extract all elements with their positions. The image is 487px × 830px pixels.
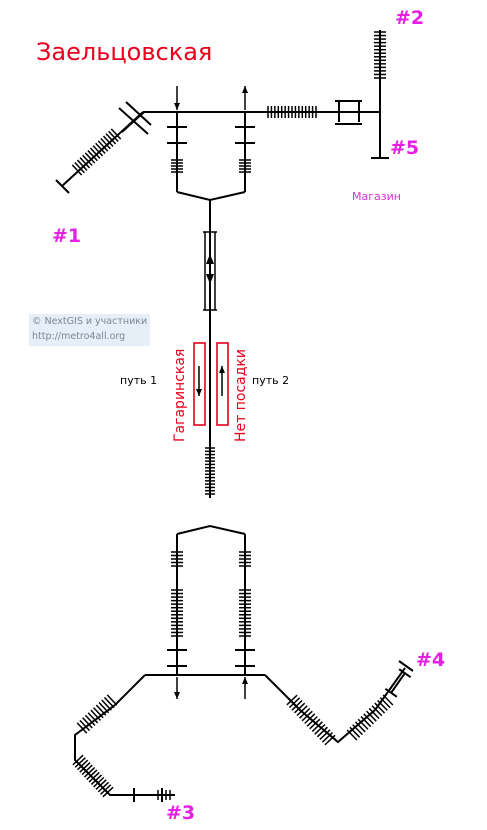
credit-line-2[interactable]: http://metro4all.org xyxy=(32,331,126,342)
upper-right-stairs-icon xyxy=(267,106,317,118)
central-stairs-icon xyxy=(205,447,215,495)
lower-left-arrow-icon xyxy=(174,677,180,699)
exit-3-passage xyxy=(74,674,175,796)
exit-4-passage xyxy=(264,667,406,744)
exit-4-stairs-icon xyxy=(286,694,336,746)
lower-left-long-stairs-icon xyxy=(171,589,183,637)
exit-3-lower-stairs-icon xyxy=(72,754,114,798)
track-2-label: путь 2 xyxy=(252,374,289,387)
shaft-arrow-icon xyxy=(206,254,214,284)
upper-right-arrow-icon xyxy=(242,86,248,110)
track-1-label: путь 1 xyxy=(120,374,157,387)
lower-left-stairs-icon xyxy=(171,551,183,567)
upper-right-stairs-icon xyxy=(239,159,251,173)
upper-right-turnstile-icon xyxy=(338,102,360,122)
exit-2-stairs-icon xyxy=(374,31,386,79)
exit-5-label[interactable]: #5 xyxy=(390,137,419,159)
lower-left-turnstile-icon xyxy=(167,649,187,667)
upper-left-turnstile-icon xyxy=(167,126,187,144)
credit-line-1: © NextGIS и участники xyxy=(32,316,148,327)
exit-3-stairs-icon xyxy=(76,694,118,734)
exit-1-turnstile-icon xyxy=(118,107,149,135)
track-2-arrow-icon xyxy=(219,366,225,396)
upper-join-line xyxy=(176,191,246,202)
exit-4-end-cap xyxy=(398,660,414,672)
lower-right-turnstile-icon xyxy=(235,649,255,667)
exit-3-end-stairs-icon xyxy=(157,790,171,800)
track-1-direction-box xyxy=(193,342,206,426)
track-1-arrow-icon xyxy=(196,366,202,396)
lower-right-stairs-icon xyxy=(239,551,251,567)
upper-left-stairs-icon xyxy=(171,159,183,173)
station-title: Заельцовская xyxy=(36,38,212,66)
passage-marks xyxy=(55,31,414,802)
exit-3-label[interactable]: #3 xyxy=(166,802,195,824)
exit-4-label[interactable]: #4 xyxy=(416,649,445,671)
exit-1-end-cap xyxy=(55,179,70,194)
upper-left-arrow-icon xyxy=(174,86,180,110)
exit-4-turnstile-icon xyxy=(384,668,412,698)
exit-1-turnstile-icon xyxy=(125,101,152,126)
upper-right-turnstile-icon xyxy=(235,126,255,144)
exit-4-upper-stairs-icon xyxy=(346,694,394,741)
lower-join-line xyxy=(176,524,246,535)
track-2-direction-box xyxy=(216,342,229,426)
exit-1-label[interactable]: #1 xyxy=(52,225,81,247)
track-1-direction: Гагаринская xyxy=(172,349,188,442)
lower-right-long-stairs-icon xyxy=(239,589,251,637)
exit-1-stairs-icon xyxy=(71,128,122,176)
credit-box: © NextGIS и участники http://metro4all.o… xyxy=(29,314,150,346)
shop-label: Магазин xyxy=(352,190,401,203)
lower-right-arrow-icon xyxy=(242,677,248,699)
exit-2-label[interactable]: #2 xyxy=(395,7,424,29)
track-2-direction: Нет посадки xyxy=(233,349,249,442)
